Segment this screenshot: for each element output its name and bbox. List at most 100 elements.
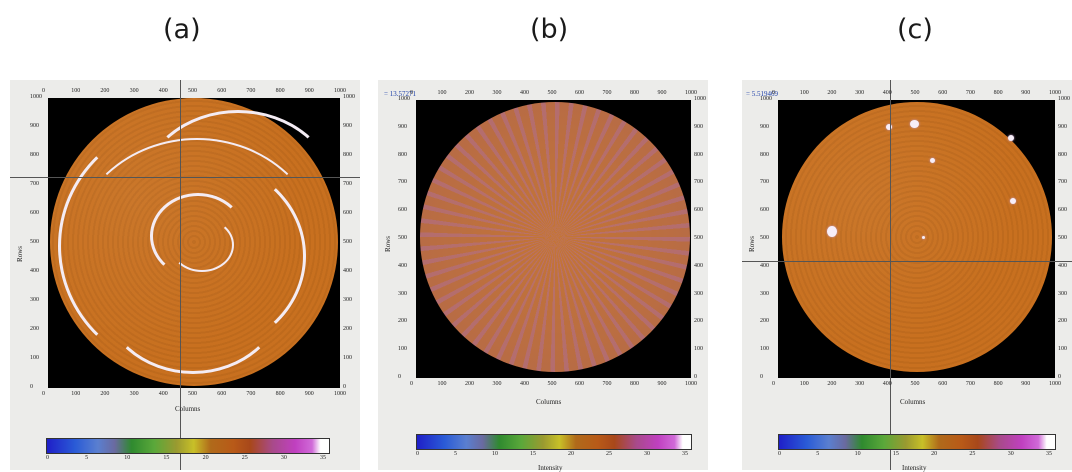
x-tick-label: 1000 [685, 90, 697, 96]
colorbar-tick-label: 35 [320, 455, 326, 461]
x-tick-label: 300 [492, 90, 502, 96]
x-tick-label: 100 [71, 391, 81, 397]
x-tick-label: 300 [492, 381, 502, 387]
x-tick-label: 600 [217, 391, 227, 397]
y-tick-label: 500 [760, 235, 769, 241]
y-tick-label: 600 [398, 207, 407, 214]
y-tick-label: 400 [694, 262, 703, 269]
y-tick-label: 500 [398, 235, 407, 241]
y-tick-label: 600 [30, 210, 39, 216]
x-tick-label: 0 [772, 381, 775, 387]
colorbar [778, 434, 1056, 450]
y-tick-label: 100 [1058, 346, 1067, 353]
colorbar-tick-label: 25 [241, 455, 248, 461]
x-tick-label: 400 [520, 381, 529, 387]
panel-a: Rows Columns 0 0 100 100 200 200 300 300 400 400 5… [10, 80, 360, 470]
slice-disc-b [420, 102, 690, 372]
y-tick-label: 300 [343, 297, 352, 303]
y-tick-label: 600 [1058, 207, 1067, 214]
x-tick-label: 900 [1021, 381, 1031, 387]
y-tick-label: 800 [30, 152, 39, 158]
y-tick-label: 900 [760, 123, 769, 130]
y-tick-label: 300 [694, 290, 703, 297]
colorbar-tick-label: 25 [969, 451, 976, 457]
y-tick-label: 400 [1058, 262, 1067, 269]
panel-a-label: (a) [163, 14, 201, 45]
x-tick-label: 100 [437, 381, 447, 387]
y-tick-label: 300 [760, 290, 769, 297]
panel-b: = 13.57271 Rows Columns Intensity 0 0 100 1… [378, 80, 708, 472]
colorbar [46, 438, 330, 454]
x-tick-label: 0 [42, 391, 45, 397]
crosshair-vertical [890, 80, 891, 470]
x-tick-label: 600 [217, 88, 227, 94]
x-tick-label: 300 [129, 88, 139, 94]
x-tick-label: 500 [910, 90, 920, 96]
y-tick-label: 900 [398, 123, 407, 130]
inclusion-spot [1008, 135, 1014, 141]
x-tick-label: 600 [575, 90, 584, 96]
colorbar-tick-label: 5 [816, 451, 820, 457]
x-tick-label: 200 [100, 88, 110, 94]
x-tick-label: 400 [158, 391, 168, 397]
x-tick-label: 600 [575, 381, 584, 387]
inclusion-spot [930, 158, 935, 163]
inclusion-spot [827, 226, 837, 237]
x-tick-label: 0 [772, 90, 775, 96]
colorbar-tick-label: 10 [854, 451, 861, 457]
y-tick-label: 700 [1058, 179, 1067, 186]
y-axis-title: Rows [15, 246, 24, 262]
y-tick-label: 100 [760, 346, 769, 353]
x-tick-label: 0 [42, 88, 45, 94]
y-tick-label: 100 [694, 346, 703, 353]
x-tick-label: 700 [965, 90, 975, 96]
x-tick-label: 700 [246, 391, 256, 397]
colorbar-tick-label: 10 [124, 455, 131, 461]
x-tick-label: 1000 [334, 391, 346, 397]
x-tick-label: 1000 [1049, 90, 1061, 96]
y-tick-label: 700 [694, 179, 703, 186]
x-tick-label: 600 [938, 381, 948, 387]
y-tick-label: 800 [694, 151, 703, 158]
y-tick-label: 600 [694, 207, 703, 214]
x-axis-title: Columns [175, 405, 201, 413]
x-tick-label: 400 [882, 381, 892, 387]
x-tick-label: 500 [188, 391, 197, 397]
x-tick-label: 500 [188, 88, 197, 94]
cursor-readout: = 13.57271 [384, 90, 416, 98]
colorbar-tick-label: 20 [931, 451, 938, 457]
y-tick-label: 800 [398, 151, 407, 158]
x-tick-label: 400 [520, 90, 529, 96]
y-tick-label: 900 [343, 123, 352, 129]
y-tick-label: 1000 [30, 94, 42, 100]
x-tick-label: 700 [602, 381, 612, 387]
ring-artifact [100, 208, 286, 374]
panel-b-label: (b) [530, 14, 569, 45]
y-tick-label: 500 [1058, 235, 1067, 241]
y-tick-label: 900 [694, 123, 703, 130]
ring-artifact [58, 118, 324, 374]
y-tick-label: 700 [30, 181, 39, 187]
x-tick-label: 700 [602, 90, 612, 96]
y-tick-label: 1000 [343, 94, 355, 100]
x-tick-label: 700 [965, 381, 975, 387]
x-tick-label: 300 [855, 381, 865, 387]
y-tick-label: 0 [398, 374, 401, 380]
y-tick-label: 100 [343, 355, 352, 361]
x-tick-label: 100 [799, 90, 809, 96]
y-tick-label: 100 [30, 355, 39, 361]
x-tick-label: 700 [246, 88, 256, 94]
slice-disc-c [782, 102, 1052, 372]
x-tick-label: 100 [799, 381, 809, 387]
x-tick-label: 200 [827, 90, 837, 96]
y-tick-label: 400 [343, 268, 352, 274]
colorbar-tick-label: 5 [454, 451, 457, 457]
y-tick-label: 0 [1058, 374, 1061, 380]
x-tick-label: 1000 [685, 381, 697, 387]
y-tick-label: 500 [343, 239, 352, 245]
colorbar-title: Intensity [538, 464, 563, 472]
y-tick-label: 1000 [694, 96, 706, 102]
colorbar-tick-label: 15 [163, 455, 170, 461]
y-tick-label: 200 [398, 318, 407, 325]
x-tick-label: 500 [547, 90, 557, 96]
